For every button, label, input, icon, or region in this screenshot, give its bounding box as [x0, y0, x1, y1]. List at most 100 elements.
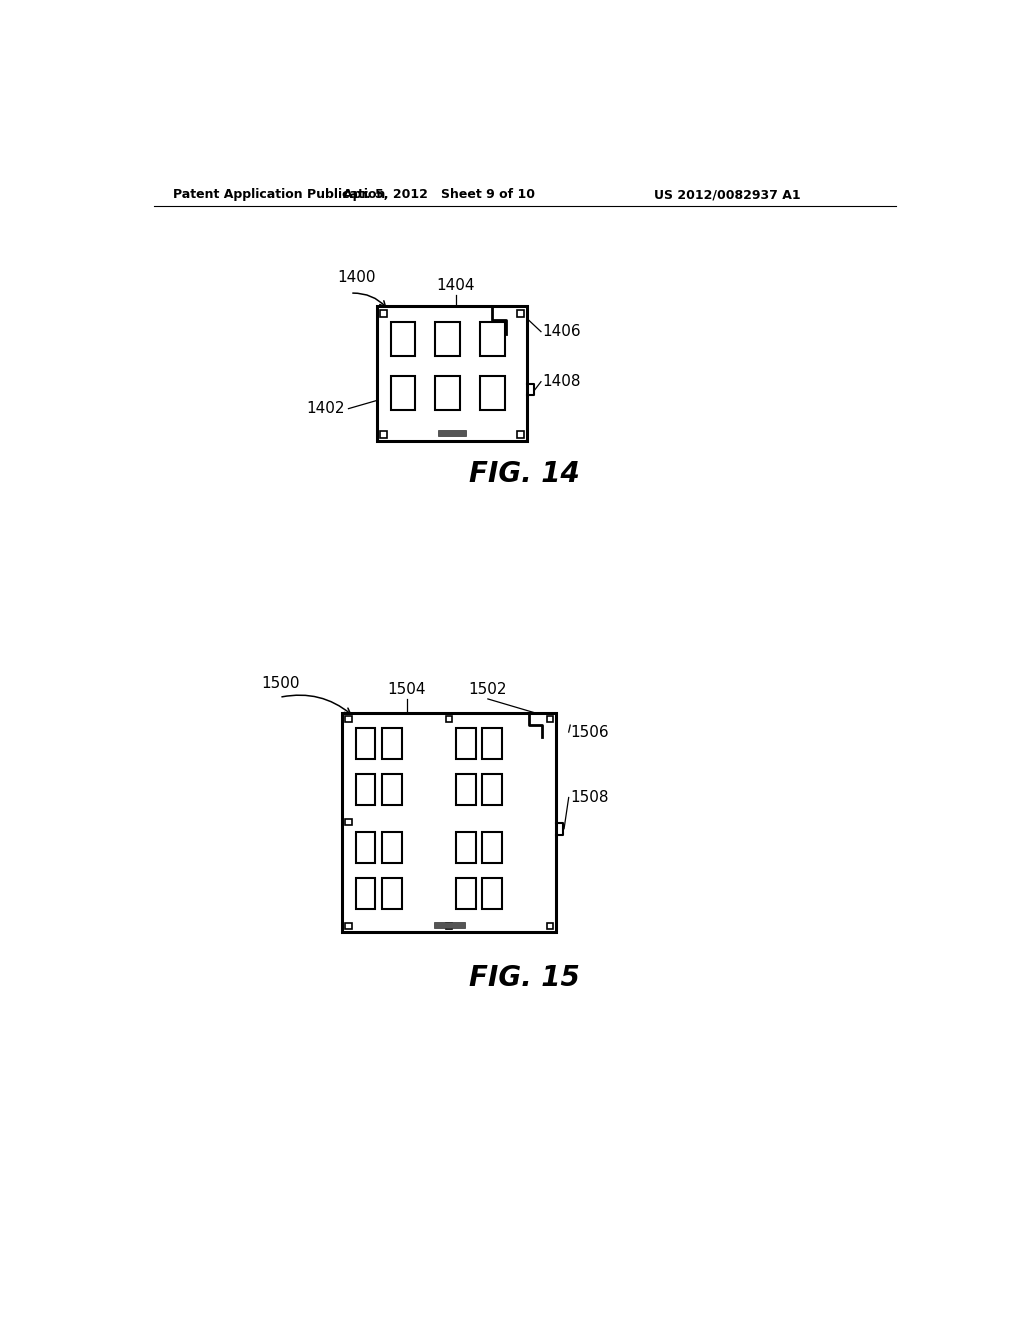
Point	[502, 816, 518, 837]
Point	[511, 904, 527, 925]
Point	[406, 396, 422, 417]
Point	[460, 781, 476, 803]
Point	[396, 832, 413, 853]
Point	[495, 404, 511, 425]
Point	[460, 795, 476, 816]
Point	[477, 323, 494, 345]
Point	[485, 743, 502, 764]
Point	[400, 828, 417, 849]
Point	[414, 735, 430, 756]
Point	[536, 841, 552, 862]
Point	[489, 896, 506, 917]
Point	[372, 341, 388, 362]
Point	[438, 908, 455, 929]
Point	[434, 845, 451, 866]
Point	[430, 722, 446, 743]
Point	[358, 807, 375, 828]
Point	[384, 396, 400, 417]
Point	[452, 900, 468, 921]
Point	[345, 709, 361, 730]
Point	[456, 795, 472, 816]
Point	[371, 832, 387, 853]
Point	[494, 853, 510, 874]
Point	[523, 849, 540, 870]
Point	[447, 375, 464, 396]
Point	[531, 718, 548, 739]
Point	[443, 319, 460, 341]
Point	[337, 883, 353, 904]
Point	[423, 350, 439, 371]
Point	[341, 828, 357, 849]
Point	[460, 887, 476, 908]
Point	[393, 358, 410, 379]
Point	[337, 832, 353, 853]
Point	[362, 917, 379, 939]
Point	[494, 816, 510, 837]
Point	[447, 824, 464, 845]
Point	[507, 341, 523, 362]
Point	[414, 764, 430, 785]
Point	[414, 367, 430, 388]
Point	[490, 388, 507, 409]
Point	[345, 756, 361, 777]
Point	[516, 354, 532, 375]
Point	[371, 730, 387, 751]
Point	[503, 375, 519, 396]
Point	[457, 371, 473, 392]
Point	[477, 803, 494, 824]
Point	[430, 896, 446, 917]
Point	[375, 853, 391, 874]
Point	[481, 887, 498, 908]
Point	[531, 858, 548, 879]
Point	[414, 747, 430, 768]
Point	[400, 795, 417, 816]
Point	[499, 362, 515, 383]
Point	[392, 777, 409, 799]
Point	[379, 816, 395, 837]
Point	[531, 795, 548, 816]
Point	[380, 298, 396, 319]
Point	[502, 824, 518, 845]
Point	[536, 756, 552, 777]
Point	[516, 358, 532, 379]
Point	[545, 751, 561, 772]
Point	[401, 396, 418, 417]
Point	[431, 302, 447, 323]
Point	[531, 739, 548, 760]
Point	[371, 722, 387, 743]
Point	[527, 726, 544, 747]
Bar	[391, 376, 416, 411]
Point	[489, 832, 506, 853]
Text: 1502: 1502	[469, 682, 507, 697]
Point	[375, 849, 391, 870]
Point	[473, 362, 489, 383]
Point	[464, 908, 480, 929]
Point	[443, 795, 460, 816]
Point	[410, 362, 426, 383]
Point	[503, 315, 519, 337]
Point	[372, 417, 388, 438]
Point	[434, 908, 451, 929]
Point	[350, 718, 367, 739]
Point	[545, 900, 561, 921]
Point	[519, 799, 536, 820]
Point	[400, 853, 417, 874]
Point	[371, 896, 387, 917]
Point	[410, 323, 426, 345]
Point	[516, 367, 532, 388]
Point	[384, 768, 400, 789]
Point	[473, 409, 489, 430]
Point	[447, 887, 464, 908]
Point	[494, 722, 510, 743]
Point	[439, 323, 456, 345]
Point	[507, 917, 523, 939]
Point	[452, 756, 468, 777]
Point	[464, 841, 480, 862]
Point	[498, 908, 514, 929]
Point	[523, 875, 540, 896]
Point	[422, 810, 438, 832]
Point	[523, 891, 540, 912]
Point	[515, 862, 531, 883]
Point	[481, 803, 498, 824]
Point	[503, 396, 519, 417]
